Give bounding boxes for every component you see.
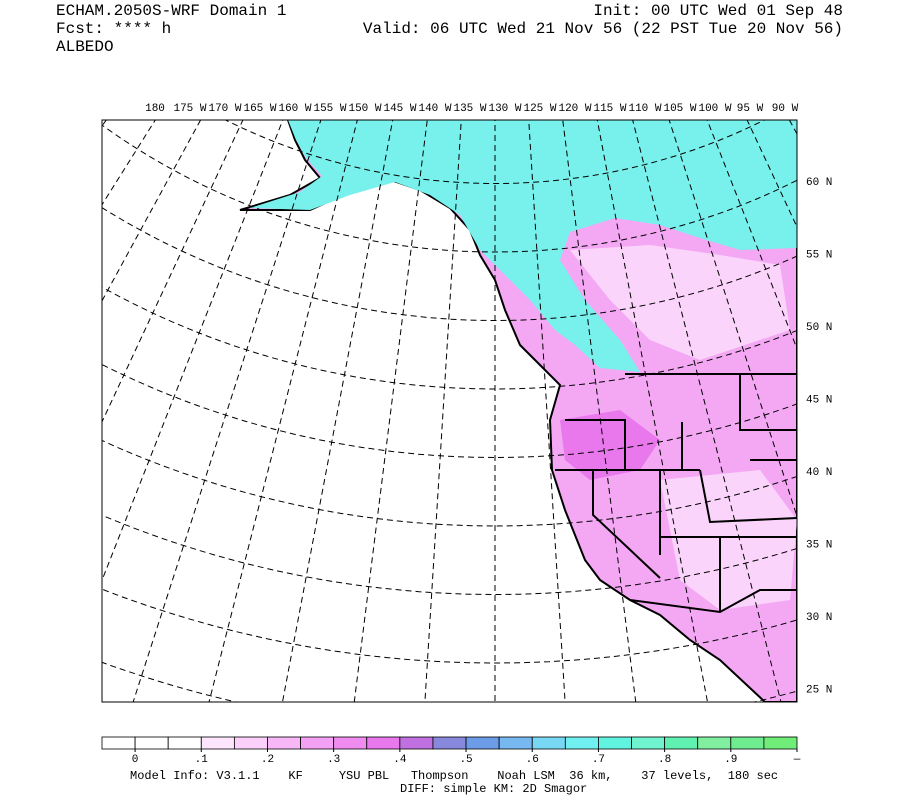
lon-line <box>528 120 566 702</box>
lat-label: 60 N <box>806 177 832 189</box>
colorbar-box <box>465 736 500 750</box>
lon-label: 135 W <box>453 103 486 115</box>
colorbar-box <box>233 736 268 750</box>
colorbar-box <box>333 736 368 750</box>
lat-label: 50 N <box>806 322 832 334</box>
colorbar-label: .1 <box>195 754 209 766</box>
lat-label: 45 N <box>806 395 832 407</box>
state-lines <box>555 373 797 614</box>
lon-label: 90 W <box>772 103 799 115</box>
colorbar-box <box>697 736 732 750</box>
lon-label: 170 W <box>208 103 241 115</box>
lon-line <box>102 120 284 582</box>
colorbar-box <box>101 736 136 750</box>
lon-label: 165 W <box>243 103 276 115</box>
dark-region <box>560 410 660 480</box>
lat-label: 40 N <box>806 467 832 479</box>
lon-line <box>102 120 202 302</box>
footer-text: DIFF: simple KM: 2D Smagor <box>400 782 587 796</box>
colorbar-box <box>763 736 798 750</box>
header-text: ALBEDO <box>56 38 114 56</box>
snow-region <box>250 120 797 372</box>
lon-line <box>102 120 244 424</box>
colorbar-box <box>498 736 533 750</box>
lon-line <box>706 120 797 351</box>
colorbar-label: .4 <box>393 754 407 766</box>
lon-label: 145 W <box>383 103 416 115</box>
colorbar-box <box>432 736 467 750</box>
lon-line <box>780 33 900 613</box>
lon-label: 125 W <box>523 103 556 115</box>
colorbar-label: — <box>793 754 801 766</box>
lon-line <box>353 120 428 702</box>
lon-label: 95 W <box>737 103 764 115</box>
lon-label: 155 W <box>313 103 346 115</box>
colorbar-box <box>631 736 666 750</box>
lon-label: 100 W <box>698 103 731 115</box>
lon-label: 180 <box>145 103 165 115</box>
colorbar-box <box>300 736 335 750</box>
lon-label: 130 W <box>488 103 521 115</box>
lon-label: 160 W <box>278 103 311 115</box>
colorbar-box <box>564 736 599 750</box>
colorbar-label: .2 <box>261 754 274 766</box>
colorbar-label: .8 <box>658 754 671 766</box>
header-text: Init: 00 UTC Wed 01 Sep 48 <box>593 2 843 20</box>
colorbar-box <box>399 736 434 750</box>
colorbar-box <box>134 736 169 750</box>
lon-label: 110 W <box>628 103 661 115</box>
lon-labels: 180 175 W 170 W 165 W 160 W 155 W 150 W 145 W 14… <box>145 103 799 115</box>
lon-line <box>208 120 358 702</box>
lat-label: 25 N <box>806 685 832 697</box>
lon-line <box>596 120 709 702</box>
lat-line <box>102 124 797 253</box>
colorbar-box <box>167 736 202 750</box>
colorbar-box <box>664 736 699 750</box>
lat-label: 30 N <box>806 612 832 624</box>
colorbar-label: 0 <box>132 754 139 766</box>
colorbar-box <box>598 736 632 750</box>
lon-label: 140 W <box>418 103 451 115</box>
map-frame <box>101 119 798 703</box>
lon-label: 105 W <box>663 103 696 115</box>
colorbar-box <box>531 736 566 750</box>
lon-label: 120 W <box>558 103 591 115</box>
header-text: Fcst: **** h <box>56 20 171 38</box>
header-text: ECHAM.2050S-WRF Domain 1 <box>56 2 286 20</box>
colorbar: 0 .1 .2 .3 .4 .5 .6 .7 .8 .9 — <box>101 736 801 766</box>
lon-line <box>668 120 797 519</box>
lon-line <box>562 120 637 702</box>
lon-line <box>102 120 156 206</box>
lon-label: 175 W <box>173 103 206 115</box>
colorbar-label: .9 <box>724 754 737 766</box>
colorbar-box <box>366 736 401 750</box>
colorbar-box <box>267 736 301 750</box>
lon-line <box>746 120 797 229</box>
lat-labels: 60 N 55 N 50 N 45 N 40 N 35 N 30 N 25 N <box>806 177 832 697</box>
colorbar-label: .5 <box>459 754 472 766</box>
colorbar-label: .3 <box>327 754 340 766</box>
header-text: Valid: 06 UTC Wed 21 Nov 56 (22 PST Tue … <box>363 20 843 38</box>
light-region <box>570 245 790 360</box>
lat-label: 35 N <box>806 540 832 552</box>
colorbar-label: .6 <box>526 754 539 766</box>
lon-label: 150 W <box>348 103 381 115</box>
lon-line <box>281 120 394 702</box>
lon-label: 115 W <box>593 103 626 115</box>
colorbar-box <box>730 736 765 750</box>
lon-line <box>424 120 462 702</box>
colorbar-box <box>200 736 235 750</box>
lon-line <box>632 120 782 702</box>
footer-text: Model Info: V3.1.1 KF YSU PBL Thompson N… <box>130 769 778 783</box>
lat-line <box>102 588 797 664</box>
colorbar-label: .7 <box>592 754 605 766</box>
lat-label: 55 N <box>806 250 832 262</box>
lon-line <box>132 120 322 702</box>
lat-line <box>224 120 766 184</box>
